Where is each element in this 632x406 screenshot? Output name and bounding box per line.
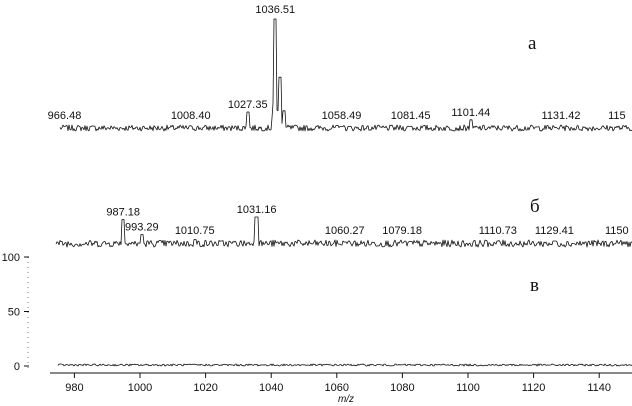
peak-labels-b: 987.18 993.29 1010.75 1031.16 1060.27 1079.18… <box>106 204 628 237</box>
peak-label: 1150 <box>605 225 629 237</box>
peak-label: 115 <box>608 110 626 122</box>
peak-label: 1110.73 <box>479 225 517 237</box>
y-tick-label: 0 <box>14 361 20 373</box>
x-axis-ticks: 980 1000 1020 1040 1060 1080 1100 1120 1140 <box>65 373 611 394</box>
x-tick-label: 1020 <box>193 382 217 394</box>
panel-letter-a: а <box>528 33 537 54</box>
peak-label: 1131.42 <box>542 110 581 122</box>
spectrum-panel-b: б 987.18 993.29 1010.75 1031.16 1060.27 1079.… <box>55 196 632 248</box>
x-axis-label: m/z <box>338 394 354 405</box>
spectrum-trace-c <box>57 363 632 367</box>
peak-label: 1036.51 <box>255 4 295 16</box>
y-tick-label: 100 <box>2 252 20 264</box>
peak-label: 1081.45 <box>391 110 431 122</box>
peak-label: 1031.16 <box>237 204 277 216</box>
x-tick-label: 1100 <box>456 382 480 394</box>
peak-label: 987.18 <box>106 207 140 219</box>
peak-label: 1010.75 <box>175 225 215 237</box>
x-tick-label: 1060 <box>325 382 349 394</box>
panel-letter-c: в <box>530 275 539 296</box>
panel-letter-b: б <box>530 196 540 217</box>
y-tick-label: 50 <box>8 307 20 319</box>
peak-label: 1079.18 <box>382 225 422 237</box>
x-tick-label: 1040 <box>259 382 283 394</box>
peak-label: 993.29 <box>125 222 159 234</box>
spectrum-panel-a: а 966.48 1008.40 1027.35 1036.51 1058.49 1081… <box>48 4 632 132</box>
y-axis-ticks: 0 50 100 <box>2 252 29 373</box>
x-tick-label: 980 <box>65 382 83 394</box>
peak-label: 1060.27 <box>325 225 365 237</box>
peak-label: 1027.35 <box>228 99 268 111</box>
peak-label: 1101.44 <box>451 107 490 119</box>
x-tick-label: 1140 <box>587 382 611 394</box>
x-tick-label: 1000 <box>128 382 152 394</box>
peak-label: 966.48 <box>48 110 82 122</box>
peak-label: 1129.41 <box>535 225 574 237</box>
spectrum-trace-b <box>55 216 632 248</box>
peak-label: 1008.40 <box>171 110 211 122</box>
peak-labels-a: 966.48 1008.40 1027.35 1036.51 1058.49 1081.4… <box>48 4 626 122</box>
peak-label: 1058.49 <box>322 110 362 122</box>
spectrum-panel-c: в 980 1000 1020 1040 1060 1080 1100 1120 1140 0 5… <box>2 252 632 405</box>
x-tick-label: 1120 <box>522 382 546 394</box>
x-tick-label: 1080 <box>390 382 414 394</box>
spectrum-trace-a <box>59 18 632 132</box>
